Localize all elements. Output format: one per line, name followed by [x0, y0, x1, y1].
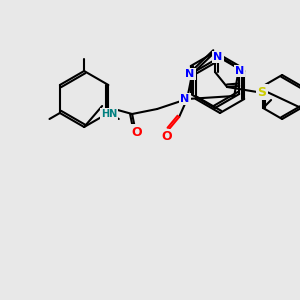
Text: N: N — [185, 69, 195, 79]
Text: N: N — [235, 66, 244, 76]
Text: S: S — [258, 85, 267, 98]
Text: HN: HN — [101, 109, 117, 119]
Text: N: N — [181, 94, 190, 104]
Text: O: O — [132, 125, 142, 139]
Text: N: N — [213, 52, 223, 62]
Text: O: O — [162, 130, 172, 143]
